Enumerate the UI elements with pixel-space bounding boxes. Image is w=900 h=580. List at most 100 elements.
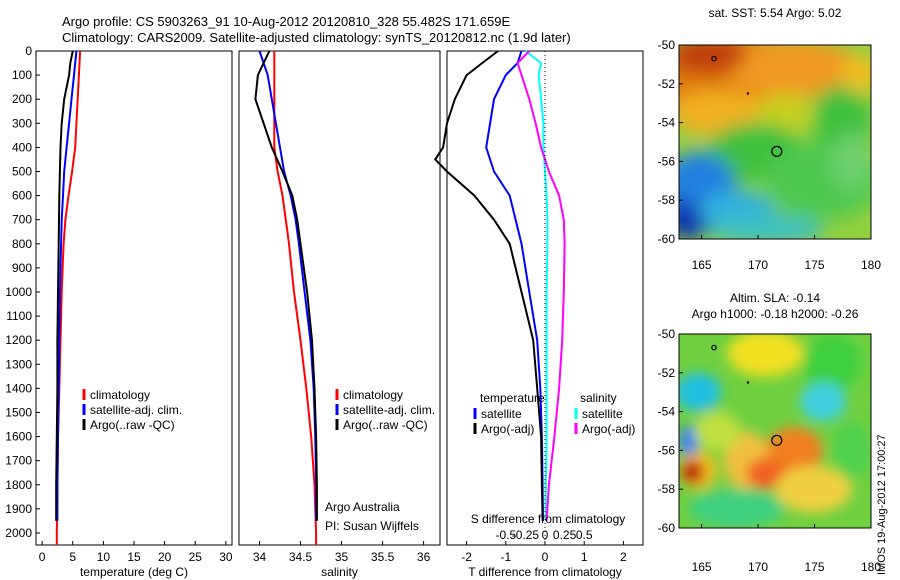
y-tick-label: 1300 <box>5 357 32 371</box>
secondary-x-label: S difference from climatology <box>471 512 626 526</box>
y-tick-label: 100 <box>12 68 32 82</box>
x-tick-label: 36 <box>417 550 431 564</box>
argo-position-marker <box>771 434 783 446</box>
y-tick-label: 0 <box>25 44 32 58</box>
x-tick-label: -2 <box>461 550 472 564</box>
y-tick-label: 600 <box>12 189 32 203</box>
map-frame <box>678 44 872 240</box>
map-blob <box>775 465 852 513</box>
map-y-tick-label: -56 <box>658 154 676 168</box>
x-tick-label: -1 <box>500 550 511 564</box>
series-line <box>258 50 318 521</box>
plot-frame <box>35 50 233 546</box>
map-subtitle: Argo h1000: -0.18 h2000: -0.26 <box>692 307 859 321</box>
series-line <box>433 50 544 521</box>
legend-label: satellite <box>481 407 522 421</box>
y-tick-label: 1900 <box>5 502 32 516</box>
profile-panel-3: -2 -1 0 1 2T difference from climatology temp… <box>433 50 644 579</box>
legend-label: satellite-adj. clim. <box>90 403 182 417</box>
x-tick-label: 10 <box>97 550 111 564</box>
secondary-x-tick-label: 0.5 <box>576 528 593 542</box>
map-y-tick-label: -60 <box>658 521 676 535</box>
x-tick-label: 5 <box>69 550 76 564</box>
map-y-tick-label: -54 <box>658 116 676 130</box>
map-blob <box>707 213 823 239</box>
x-tick-label: 15 <box>127 550 141 564</box>
series-line <box>485 50 544 521</box>
map-x-tick-label: 180 <box>861 560 881 574</box>
legend-label: satellite <box>582 407 623 421</box>
map-frame <box>678 333 872 529</box>
y-tick-label: 1200 <box>5 333 32 347</box>
map-y-tick-label: -52 <box>658 366 676 380</box>
y-tick-label: 1400 <box>5 381 32 395</box>
y-tick-label: 1800 <box>5 478 32 492</box>
legend-label: Argo(-adj) <box>481 422 534 436</box>
y-tick-label: 900 <box>12 261 32 275</box>
x-axis-label: T difference from climatology <box>468 565 622 579</box>
legend-label: climatology <box>90 388 150 402</box>
profile-panel-2: 34 34.5 35 35.5 36 salinity climatologysatelli… <box>238 50 441 579</box>
map-field <box>679 45 871 239</box>
plot-frame <box>446 50 644 546</box>
x-axis-label: salinity <box>321 565 358 579</box>
map-y-tick-label: -50 <box>658 38 676 52</box>
map-blob <box>803 334 862 393</box>
y-tick-label: 1000 <box>5 285 32 299</box>
legend-label: satellite-adj. clim. <box>343 403 435 417</box>
map-field <box>679 334 871 528</box>
map-y-tick-label: -52 <box>658 77 676 91</box>
map-blob <box>680 460 704 484</box>
legend-label: Argo(-adj) <box>582 422 635 436</box>
legend-title: salinity <box>580 391 617 405</box>
map-blob <box>832 132 871 191</box>
map-blob <box>765 427 823 474</box>
island-marker <box>746 92 750 95</box>
y-tick-label: 1600 <box>5 430 32 444</box>
figure-title-line2: Climatology: CARS2009. Satellite-adjuste… <box>62 30 571 45</box>
map-y-tick-label: -56 <box>658 443 676 457</box>
series-line <box>273 51 318 545</box>
x-tick-label: 34.5 <box>289 550 313 564</box>
map-y-tick-label: -60 <box>658 232 676 246</box>
map-blob <box>727 45 862 98</box>
secondary-x-tick-label: 0.25 <box>553 528 577 542</box>
map-y-tick-label: -54 <box>658 405 676 419</box>
map-blob <box>842 54 871 94</box>
map-panel-1: -50 -52 -54 -56 -58 -60 165 170 175 180 sat. SST: … <box>658 6 882 272</box>
series-line <box>524 50 549 521</box>
map-x-tick-label: 165 <box>692 258 712 272</box>
figure-title-line1: Argo profile: CS 5903263_91 10-Aug-2012 … <box>62 14 511 29</box>
x-tick-label: 0 <box>39 550 46 564</box>
island-marker <box>711 344 717 351</box>
map-x-tick-label: 180 <box>861 258 881 272</box>
series-line <box>56 50 78 521</box>
y-tick-label: 700 <box>12 213 32 227</box>
map-x-tick-label: 170 <box>748 560 768 574</box>
profile-panel-1: 0100200300400500600700800900100011001200… <box>5 44 233 579</box>
island-marker <box>711 55 717 62</box>
argo-position-marker <box>771 145 783 157</box>
secondary-x-tick-label: -0.5 <box>495 528 516 542</box>
y-tick-label: 1500 <box>5 405 32 419</box>
secondary-x-tick-label: 0 <box>542 528 549 542</box>
map-title: Altim. SLA: -0.14 <box>730 291 820 305</box>
map-blob <box>688 489 785 528</box>
map-blob <box>727 334 804 377</box>
annotation-text: PI: Susan Wijffels <box>325 519 419 533</box>
x-tick-label: 20 <box>158 550 172 564</box>
annotation-text: Argo Australia <box>325 500 400 514</box>
y-tick-label: 1700 <box>5 454 32 468</box>
map-blob <box>694 411 741 451</box>
legend-label: climatology <box>343 388 403 402</box>
y-tick-label: 200 <box>12 92 32 106</box>
map-blob <box>679 45 747 75</box>
map-x-tick-label: 175 <box>805 258 825 272</box>
map-x-tick-label: 165 <box>692 560 712 574</box>
island-marker <box>746 381 750 384</box>
x-tick-label: 1 <box>581 550 588 564</box>
y-tick-label: 2000 <box>5 526 32 540</box>
x-tick-label: 25 <box>189 550 203 564</box>
legend-label: Argo(..raw -QC) <box>343 418 428 432</box>
